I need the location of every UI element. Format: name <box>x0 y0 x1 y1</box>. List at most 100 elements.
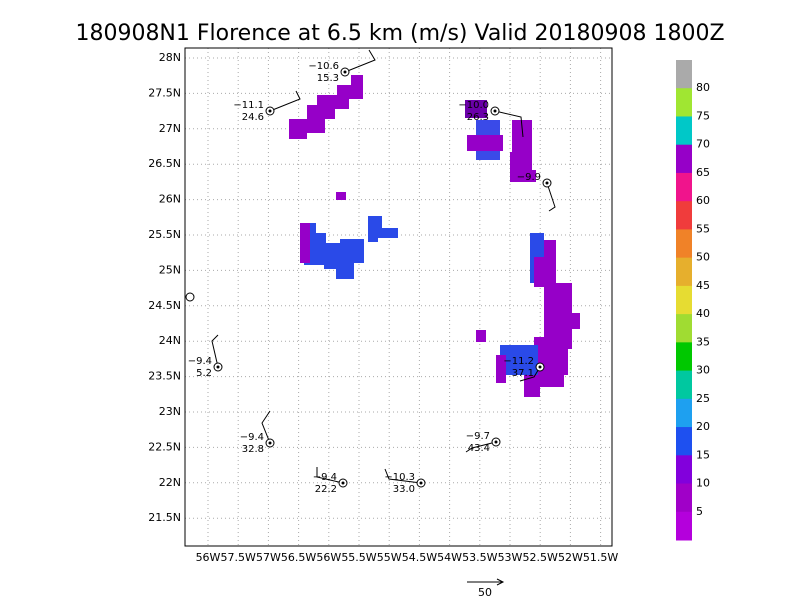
lat-label: 26.5N <box>148 157 181 170</box>
lon-label: 51.5W <box>583 551 618 564</box>
colorbar-label: 10 <box>696 477 710 490</box>
lat-label: 21.5N <box>148 511 181 524</box>
colorbar-label: 80 <box>696 81 710 94</box>
colorbar-segment <box>676 455 692 485</box>
lat-label: 24.5N <box>148 299 181 312</box>
wind-barb <box>269 90 301 112</box>
lon-label: 57W <box>256 551 281 564</box>
lon-label: 55W <box>377 551 402 564</box>
station-top-value: −9.9 <box>517 172 541 183</box>
scale-arrow-head <box>496 578 505 586</box>
station-bottom-value: 37.1 <box>512 368 534 379</box>
wind-barb <box>546 182 556 212</box>
lon-label: 56W <box>316 551 341 564</box>
station-top-value: −9.7 <box>466 431 490 442</box>
lon-label: 54W <box>437 551 462 564</box>
colorbar-segment <box>676 398 692 428</box>
station-dot <box>341 481 345 485</box>
scale-label: 50 <box>478 586 492 599</box>
station-bottom-value: 43.4 <box>468 443 490 454</box>
lon-label: 57.5W <box>221 551 256 564</box>
stations: −10.615.3−11.124.6−10.026.3−9.9−9.45.2−1… <box>185 49 556 495</box>
colorbar-segment <box>676 483 692 513</box>
lon-label: 54.5W <box>402 551 437 564</box>
colorbar-label: 60 <box>696 194 710 207</box>
colorbar-segment <box>676 88 692 117</box>
wind-field <box>289 75 580 397</box>
colorbar-label: 65 <box>696 166 710 179</box>
lat-label: 22N <box>159 476 181 489</box>
station-dot <box>268 441 272 445</box>
colorbar-label: 20 <box>696 420 710 433</box>
colorbar-segment <box>676 314 692 343</box>
title: 180908N1 Florence at 6.5 km (m/s) Valid … <box>75 21 724 46</box>
colorbar-label: 55 <box>696 222 710 235</box>
station-dot <box>545 181 549 185</box>
station-top-value: −10.6 <box>308 61 339 72</box>
colorbar-label: 75 <box>696 109 710 122</box>
station-dot <box>493 109 497 113</box>
colorbar: 80 75 70 65 60 55 50 45 40 35 30 25 20 15 10 5 <box>676 60 710 541</box>
station-top-value: −9.4 <box>240 432 264 443</box>
station-top-value: −10.0 <box>458 100 489 111</box>
colorbar-segment <box>676 172 692 202</box>
colorbar-label: 30 <box>696 364 710 377</box>
colorbar-segment <box>676 116 692 146</box>
map-frame <box>184 47 613 547</box>
colorbar-segment <box>676 229 692 259</box>
wind-barb <box>384 468 422 484</box>
station-dot <box>419 481 423 485</box>
lat-label: 26N <box>159 193 181 206</box>
lat-label: 28N <box>159 51 181 64</box>
station-dot <box>216 365 220 369</box>
station-bottom-value: 26.3 <box>467 112 489 123</box>
station-top-value: −11.1 <box>233 100 264 111</box>
colorbar-segment <box>676 285 692 315</box>
lat-label: 27N <box>159 122 181 135</box>
colorbar-label: 50 <box>696 251 710 264</box>
station-bottom-value: 32.8 <box>242 444 264 455</box>
lat-label: 25N <box>159 263 181 276</box>
wind-barb <box>316 467 344 484</box>
colorbar-label: 5 <box>696 505 703 518</box>
lon-label: 52.5W <box>523 551 558 564</box>
colorbar-label: 15 <box>696 448 710 461</box>
lat-label: 23.5N <box>148 370 181 383</box>
station-bottom-value: 24.6 <box>242 112 264 123</box>
lon-label: 53W <box>498 551 523 564</box>
station-bottom-value: 33.0 <box>393 484 415 495</box>
station-bottom-value: 22.2 <box>315 484 337 495</box>
grid: 28N 27.5N 27N 26.5N 26N 25.5N 25N 24.5N 24N 23.5N… <box>148 48 618 564</box>
colorbar-segment <box>676 370 692 400</box>
station-top-value: −9.4 <box>188 356 212 367</box>
wind-barb <box>344 49 376 73</box>
lon-label: 55.5W <box>341 551 376 564</box>
lon-label: 56.5W <box>281 551 316 564</box>
lat-label: 27.5N <box>148 86 181 99</box>
colorbar-segment <box>676 427 692 456</box>
station-bottom-value: 15.3 <box>317 73 339 84</box>
colorbar-segment <box>676 201 692 230</box>
colorbar-segment <box>676 342 692 372</box>
station-top-value: −10.3 <box>384 472 415 483</box>
colorbar-label: 70 <box>696 138 710 151</box>
wind-barb <box>494 110 524 138</box>
lon-label: 56W <box>196 551 221 564</box>
colorbar-segment <box>676 60 692 89</box>
colorbar-label: 45 <box>696 279 710 292</box>
lat-label: 25.5N <box>148 228 181 241</box>
colorbar-segment <box>676 511 692 541</box>
station-dot <box>343 70 347 74</box>
colorbar-segment <box>676 257 692 287</box>
wind-barb <box>465 441 497 453</box>
colorbar-label: 40 <box>696 307 710 320</box>
lon-label: 52W <box>558 551 583 564</box>
wind-barb <box>211 334 219 368</box>
wind-barb <box>261 410 271 444</box>
lat-label: 22.5N <box>148 440 181 453</box>
lon-label: 53.5W <box>462 551 497 564</box>
lat-label: 24N <box>159 334 181 347</box>
lat-label: 23N <box>159 405 181 418</box>
colorbar-segment <box>676 144 692 174</box>
